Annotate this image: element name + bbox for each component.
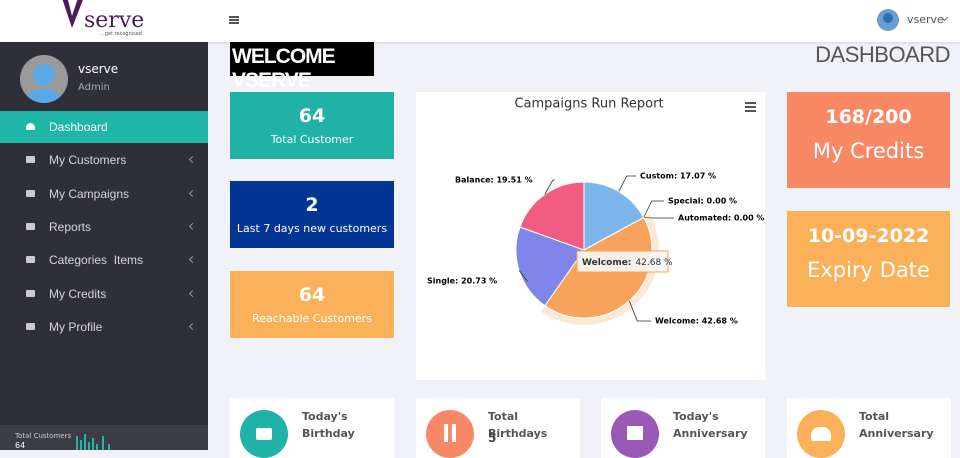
menu-toggle[interactable] <box>229 16 239 18</box>
card-icon <box>426 410 474 458</box>
slice-label: Balance: 19.51 % <box>455 176 533 185</box>
chart-menu[interactable] <box>745 102 756 112</box>
card-label: Total Birthdays <box>488 408 578 442</box>
expand-icon <box>189 223 196 230</box>
profile-name: vserve <box>78 62 118 76</box>
expand-icon <box>189 190 196 197</box>
chart-panel: Campaigns Run Report Custom: 17.07 % Spec… <box>416 92 765 380</box>
tooltip-value: 42.68 % <box>635 258 673 268</box>
info-card: Today's Birthday <box>230 398 394 458</box>
sparkline-icon <box>76 432 112 450</box>
card-label: Today's Anniversary <box>673 408 753 442</box>
credit-card: 168/200 My Credits <box>787 92 950 188</box>
expiry-label: Expiry Date <box>787 258 950 282</box>
slice-label: Welcome: 42.68 % <box>655 317 738 326</box>
card-value: 5 <box>488 431 496 445</box>
menu-label: My Profile <box>49 320 102 334</box>
card-icon <box>611 410 659 458</box>
menu-label: My Credits <box>49 287 106 301</box>
card-icon <box>797 410 845 458</box>
stat-label: Reachable Customers <box>230 312 394 325</box>
stat-value: 64 <box>230 105 394 127</box>
menu-label: My Campaigns <box>49 187 129 201</box>
top-bar: serve ...get recognised vserve <box>0 0 960 42</box>
stat-value: 64 <box>230 284 394 306</box>
menu-label: Categories Items <box>49 253 143 267</box>
tooltip-name: Welcome: <box>582 258 631 268</box>
tooltip: Welcome: 42.68 % <box>577 251 673 272</box>
expiry-card: 10-09-2022 Expiry Date <box>787 211 950 307</box>
stat-card: 64 Total Customer <box>230 92 394 159</box>
menu-item[interactable]: My Customers <box>0 144 208 176</box>
card-label: Total Anniversary <box>859 408 939 442</box>
user-name[interactable]: vserve <box>907 13 944 26</box>
menu-item[interactable]: Reports <box>0 211 208 243</box>
menu-icon <box>26 223 35 230</box>
info-card: Today's Anniversary <box>601 398 765 458</box>
menu-icon <box>26 123 35 130</box>
menu-item[interactable]: My Credits <box>0 278 208 310</box>
expand-icon <box>189 289 196 296</box>
pie-chart: Campaigns Run Report Custom: 17.07 % Spec… <box>416 92 765 380</box>
footer-value: 64 <box>15 441 25 450</box>
menu-icon <box>26 290 35 297</box>
menu-label: Reports <box>49 220 91 234</box>
menu-icon <box>26 256 35 263</box>
leader-line <box>619 176 636 192</box>
menu-label: Dashboard <box>49 120 108 134</box>
menu-item[interactable]: Dashboard <box>0 111 208 143</box>
credit-value: 168/200 <box>787 106 950 128</box>
card-icon <box>240 410 288 458</box>
menu-item[interactable]: My Profile <box>0 311 208 343</box>
profile-avatar <box>20 55 68 103</box>
menu-icon <box>26 323 35 330</box>
page-title: DASHBOARD <box>815 42 950 68</box>
leader-line <box>644 201 664 218</box>
stat-value: 2 <box>230 194 394 216</box>
credit-label: My Credits <box>787 139 950 163</box>
stat-label: Total Customer <box>230 133 394 146</box>
expand-icon <box>189 256 196 263</box>
footer-label: Total Customers <box>15 432 71 440</box>
slice-label: Special: 0.00 % <box>668 197 737 206</box>
expand-icon <box>189 156 196 163</box>
expiry-value: 10-09-2022 <box>787 225 950 247</box>
logo: serve <box>84 8 144 33</box>
menu-icon <box>26 156 35 163</box>
welcome-banner: WELCOME VSERVE <box>230 42 374 76</box>
stat-card: 64 Reachable Customers <box>230 271 394 338</box>
slice-label: Custom: 17.07 % <box>640 172 716 181</box>
menu-item[interactable]: Categories Items <box>0 244 208 276</box>
menu-icon <box>26 190 35 197</box>
user-avatar[interactable] <box>877 9 899 31</box>
slice-label: Single: 20.73 % <box>427 277 497 286</box>
menu-item[interactable]: My Campaigns <box>0 178 208 210</box>
tagline: ...get recognised <box>100 31 142 37</box>
slice-label: Automated: 0.00 % <box>678 214 764 223</box>
info-card: Total Anniversary <box>787 398 951 458</box>
stat-card: 2 Last 7 days new customers <box>230 181 394 248</box>
expand-icon <box>189 323 196 330</box>
stat-label: Last 7 days new customers <box>230 222 394 235</box>
card-label: Today's Birthday <box>302 408 362 442</box>
profile-role: Admin <box>78 82 110 93</box>
tooltip-text: Welcome: 42.68 % <box>582 258 673 268</box>
chart-title: Campaigns Run Report <box>514 97 663 112</box>
menu-label: My Customers <box>49 153 126 167</box>
